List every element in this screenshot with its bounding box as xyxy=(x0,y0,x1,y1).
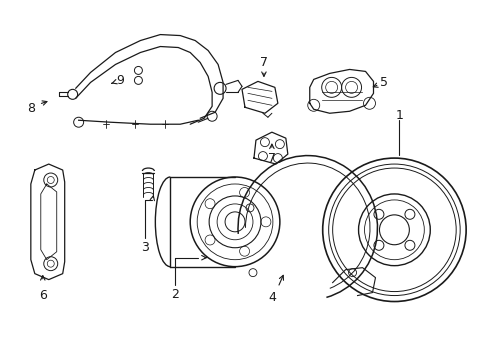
Text: 7: 7 xyxy=(260,56,267,69)
Text: 6: 6 xyxy=(39,289,47,302)
Text: 4: 4 xyxy=(267,291,275,304)
Text: 5: 5 xyxy=(380,76,387,89)
Text: 9: 9 xyxy=(116,74,124,87)
Text: 8: 8 xyxy=(27,102,35,115)
Text: 3: 3 xyxy=(141,241,149,254)
Text: 2: 2 xyxy=(171,288,179,301)
Text: 7: 7 xyxy=(267,152,275,165)
Text: 1: 1 xyxy=(395,109,403,122)
